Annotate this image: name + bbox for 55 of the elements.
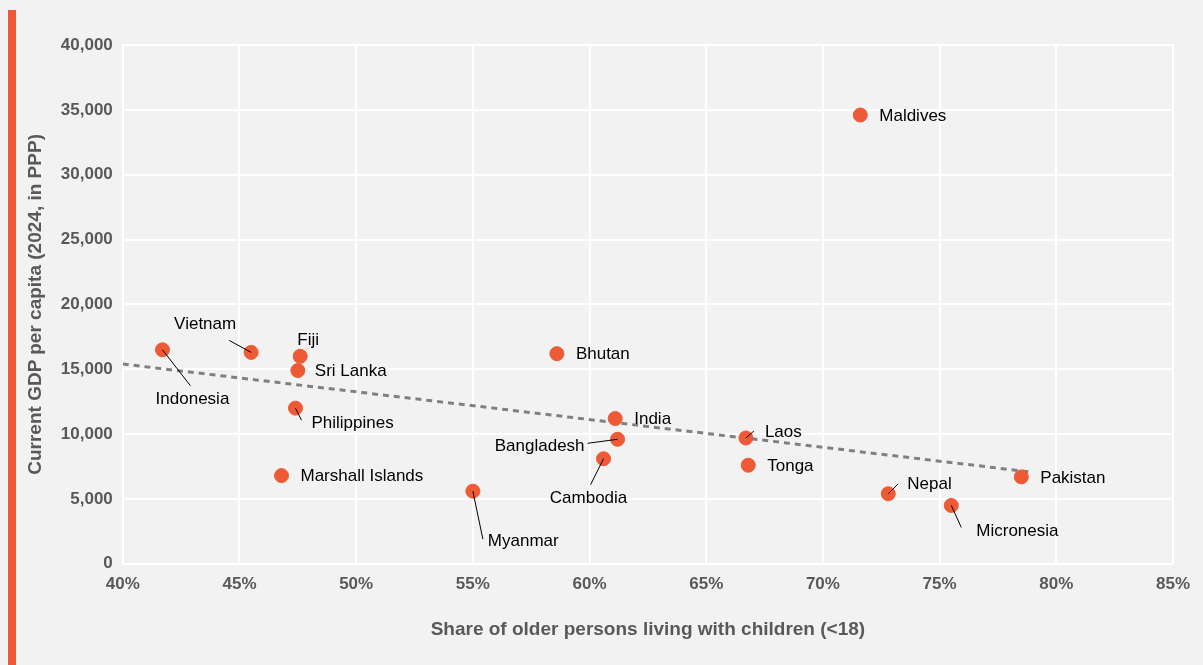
annotation: Myanmar — [487, 530, 560, 550]
annotation: Cambodia — [549, 488, 628, 508]
x-tick-label: 70% — [805, 573, 840, 593]
y-tick-label: 20,000 — [60, 294, 113, 314]
annotation: Marshall Islands — [300, 466, 424, 486]
point — [740, 457, 756, 473]
annotation: Bhutan — [575, 344, 630, 364]
y-axis-title: Current GDP per capita (2024, in PPP) — [23, 134, 45, 475]
point — [610, 431, 626, 447]
annotation: Pakistan — [1040, 467, 1106, 487]
x-tick-label: 85% — [1155, 573, 1191, 593]
annotation: Maldives — [879, 105, 947, 125]
point — [738, 430, 754, 446]
point — [290, 363, 306, 379]
x-axis-title: Share of older persons living with children (<18) — [430, 617, 866, 639]
annotation: India — [634, 409, 672, 429]
point — [852, 107, 868, 123]
point — [943, 497, 959, 513]
point — [154, 342, 170, 358]
x-tick-label: 75% — [922, 573, 957, 593]
annotation: Nepal — [907, 474, 952, 494]
x-tick-label: 65% — [689, 573, 724, 593]
y-tick-label: 35,000 — [60, 99, 113, 119]
point — [465, 483, 481, 499]
y-tick-label: 40,000 — [60, 34, 113, 54]
annotation: Vietnam — [174, 314, 237, 334]
annotation: Bangladesh — [494, 435, 585, 455]
point — [288, 400, 303, 416]
y-tick-label: 30,000 — [60, 164, 113, 184]
point — [549, 346, 565, 362]
annotation: Philippines — [311, 412, 394, 432]
y-tick-label: 25,000 — [60, 229, 113, 249]
x-tick-label: 80% — [1039, 573, 1074, 593]
annotation: Fiji — [297, 329, 320, 349]
annotation: Laos — [764, 421, 802, 441]
x-tick-label: 45% — [222, 573, 257, 593]
point — [596, 451, 612, 467]
annotation: Micronesia — [976, 521, 1060, 541]
y-tick-label: 0 — [103, 553, 113, 573]
x-tick-label: 40% — [105, 573, 140, 593]
annotation: Sri Lanka — [314, 361, 388, 381]
y-tick-label: 5,000 — [70, 488, 113, 508]
point — [607, 411, 623, 427]
x-tick-label: 50% — [339, 573, 374, 593]
annotation: Tonga — [767, 455, 815, 475]
point — [880, 486, 896, 502]
y-tick-label: 15,000 — [60, 358, 113, 378]
x-tick-label: 55% — [455, 573, 490, 593]
x-tick-label: 60% — [572, 573, 607, 593]
y-tick-label: 10,000 — [60, 423, 113, 443]
point — [292, 348, 308, 364]
point — [1013, 469, 1029, 485]
annotation: Indonesia — [155, 389, 230, 409]
point — [243, 344, 259, 360]
point — [273, 468, 289, 484]
